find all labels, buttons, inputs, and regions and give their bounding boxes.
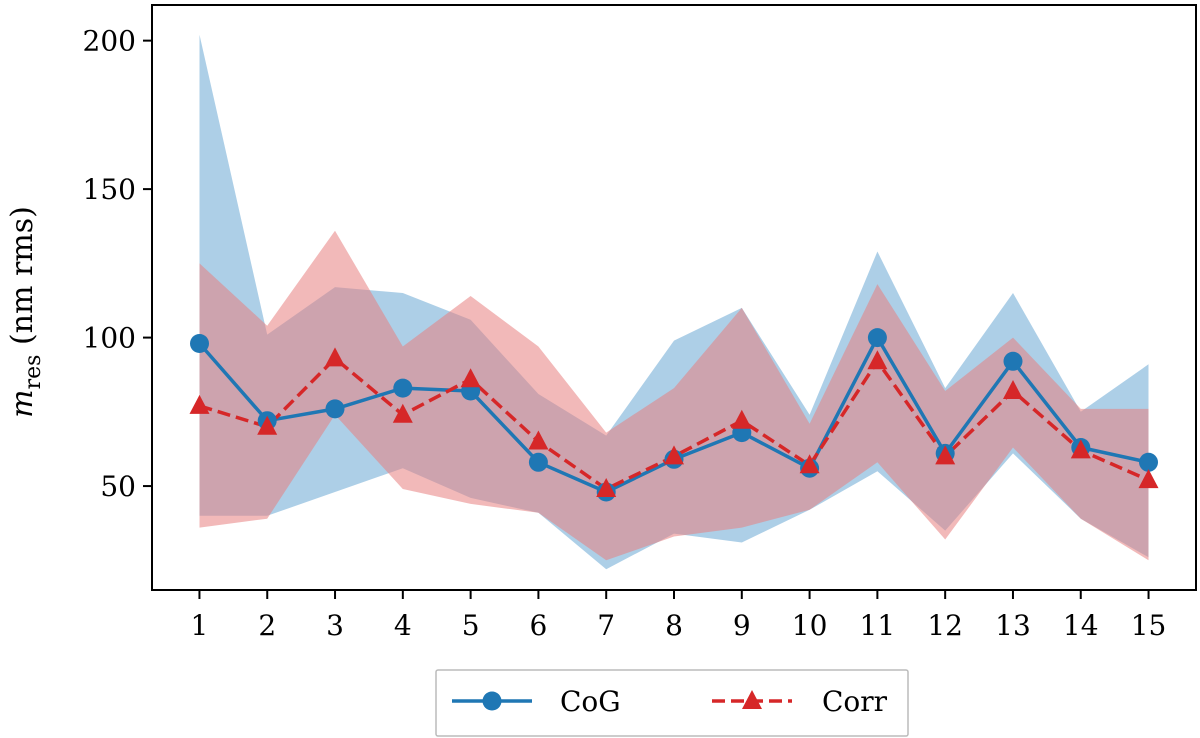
point-cog xyxy=(326,399,345,418)
chart: 1 2 3 4 5 6 7 8 9 10 11 12 13 14 1550100150200 mres (n… xyxy=(0,0,1200,738)
x-tick-label: 12 xyxy=(927,609,963,642)
y-tick-label: 100 xyxy=(83,322,136,355)
x-tick-label: 4 xyxy=(394,609,412,642)
point-cog xyxy=(868,328,887,347)
y-tick-label: 150 xyxy=(83,173,136,206)
x-tick-label: 9 xyxy=(733,609,751,642)
x-tick-label: 7 xyxy=(597,609,615,642)
y-tick-label: 200 xyxy=(83,25,136,58)
x-tick-label: 3 xyxy=(326,609,344,642)
x-tick-label: 5 xyxy=(462,609,480,642)
legend: CoG Corr xyxy=(436,670,908,736)
x-tick-label: 8 xyxy=(665,609,683,642)
legend-cog-label: CoG xyxy=(560,685,621,718)
x-tick-label: 14 xyxy=(1063,609,1099,642)
x-tick-label: 6 xyxy=(530,609,548,642)
point-cog xyxy=(190,334,209,353)
legend-corr-label: Corr xyxy=(822,685,888,718)
y-axis-label: mres (nm rms) xyxy=(5,206,46,418)
point-cog xyxy=(1004,352,1023,371)
x-tick-label: 1 xyxy=(191,609,209,642)
point-cog xyxy=(393,379,412,398)
x-tick-label: 13 xyxy=(995,609,1031,642)
y-tick-label: 50 xyxy=(100,470,136,503)
point-cog xyxy=(529,453,548,472)
x-tick-label: 15 xyxy=(1131,609,1167,642)
y-axis-label-unit: (nm rms) xyxy=(5,206,40,354)
y-axis-label-symbol: m xyxy=(5,389,40,417)
legend-cog-marker xyxy=(483,692,502,711)
confidence-bands xyxy=(200,35,1149,570)
y-axis-label-subscript: res xyxy=(21,355,46,390)
x-tick-label: 10 xyxy=(792,609,828,642)
point-cog xyxy=(1139,453,1158,472)
x-tick-label: 2 xyxy=(258,609,276,642)
x-tick-label: 11 xyxy=(860,609,896,642)
